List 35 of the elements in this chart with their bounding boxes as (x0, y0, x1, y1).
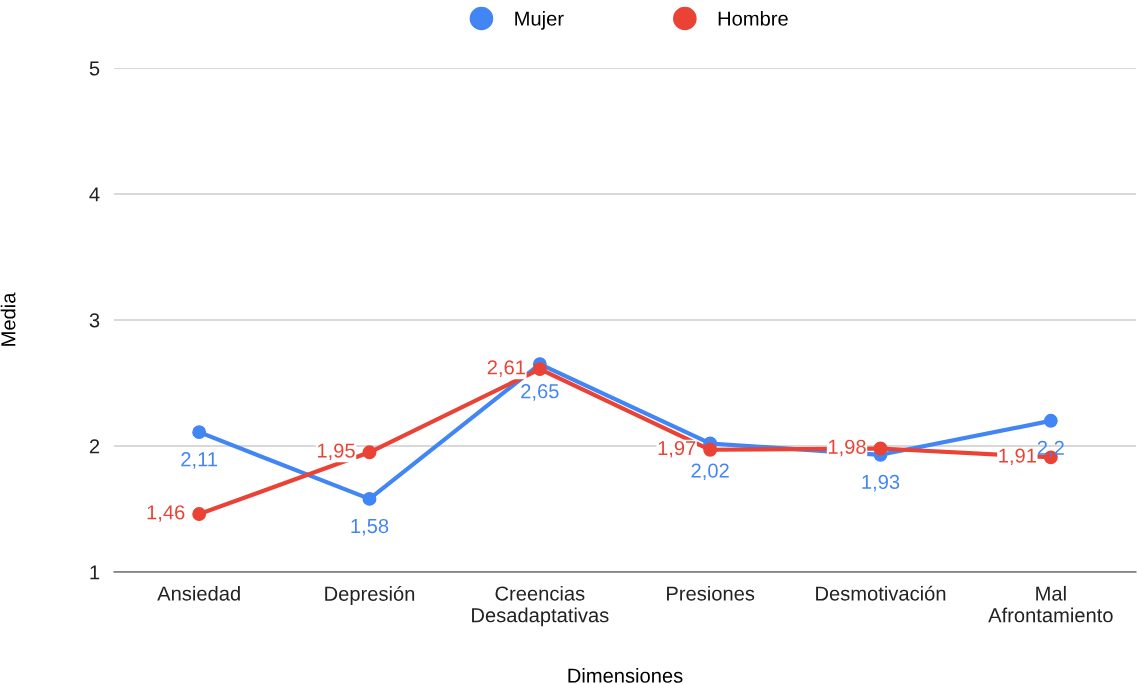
data-label: 2,2 (1037, 440, 1064, 458)
y-axis-title: Media (0, 292, 16, 346)
point (192, 425, 207, 440)
data-label: 2,11 (181, 452, 218, 469)
data-label: 1,98 (828, 439, 866, 457)
y-tick-label: 4 (89, 187, 100, 202)
data-label: 1,46 (147, 505, 185, 522)
x-tick-label: Presiones (667, 585, 755, 601)
x-tick-label: Desmotivación (816, 585, 946, 601)
point (532, 362, 547, 377)
x-tick-label: Mal Afrontamiento (988, 585, 1113, 623)
point (873, 441, 888, 456)
y-tick-label: 1 (90, 565, 100, 580)
data-label: 2,02 (691, 463, 729, 481)
x-tick-label: Creencias Desadaptativas (472, 585, 609, 627)
point (362, 445, 377, 460)
x-tick-label: Depresión (325, 585, 415, 605)
y-tick-label: 3 (89, 313, 100, 328)
data-label: 1,58 (351, 518, 389, 536)
x-tick-label: Ansiedad (157, 585, 240, 601)
point (1043, 413, 1058, 428)
data-label: 1,95 (317, 443, 355, 461)
data-label: 1,93 (862, 474, 900, 492)
point (192, 507, 207, 521)
data-label: 1,91 (999, 448, 1036, 466)
x-axis-title: Dimensiones (568, 668, 683, 683)
point (362, 491, 377, 506)
legend-label: Hombre (718, 10, 788, 26)
data-label: 1,97 (658, 440, 696, 458)
data-label: 2,61 (487, 360, 525, 377)
data-label: 2,65 (521, 384, 559, 401)
point (703, 442, 718, 457)
y-tick-label: 2 (89, 439, 100, 454)
legend-label: Mujer (515, 10, 564, 30)
y-tick-label: 5 (89, 61, 100, 76)
